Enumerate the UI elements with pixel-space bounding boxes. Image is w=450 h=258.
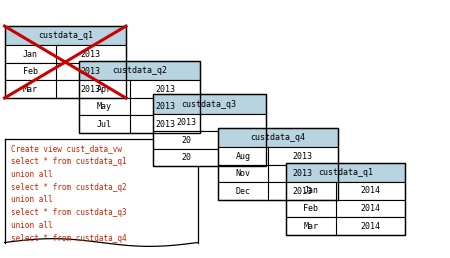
Text: 20: 20: [182, 136, 192, 144]
Text: custdata_q3: custdata_q3: [182, 100, 237, 109]
Bar: [286, 200, 405, 217]
Bar: [218, 128, 338, 147]
Text: 2013: 2013: [155, 85, 175, 93]
Bar: [286, 163, 405, 182]
Text: 2014: 2014: [360, 187, 380, 195]
Bar: [79, 98, 200, 115]
Text: 2013: 2013: [81, 50, 101, 59]
Bar: [153, 114, 266, 131]
Text: custdata_q4: custdata_q4: [250, 133, 306, 142]
Bar: [4, 26, 126, 45]
Text: 2013: 2013: [293, 152, 313, 160]
Text: Aug: Aug: [236, 152, 251, 160]
Bar: [4, 139, 198, 243]
Bar: [286, 163, 405, 235]
Text: Feb: Feb: [22, 67, 37, 76]
Bar: [218, 182, 338, 200]
Bar: [286, 182, 405, 200]
Bar: [79, 115, 200, 133]
Bar: [79, 61, 200, 133]
Text: 20: 20: [182, 153, 192, 162]
Text: 2013: 2013: [293, 187, 313, 196]
Bar: [4, 63, 126, 80]
Text: Mar: Mar: [303, 222, 318, 230]
Text: 2014: 2014: [360, 222, 380, 230]
Text: custdata_q2: custdata_q2: [112, 66, 167, 75]
Text: Jan: Jan: [303, 187, 318, 195]
Text: Jul: Jul: [97, 120, 112, 128]
Text: Create view cust_data_vw
select * from custdata_q1
union all
select * from custd: Create view cust_data_vw select * from c…: [11, 144, 127, 243]
Bar: [153, 131, 266, 149]
Text: 2013: 2013: [155, 120, 175, 128]
Text: 2013: 2013: [81, 67, 101, 76]
Bar: [153, 149, 266, 166]
Text: Nov: Nov: [236, 169, 251, 178]
Bar: [79, 61, 200, 80]
Text: Jan: Jan: [22, 50, 37, 59]
Text: 2013: 2013: [177, 118, 197, 127]
Text: 2013: 2013: [81, 85, 101, 94]
Bar: [218, 147, 338, 165]
Bar: [79, 80, 200, 98]
Text: Dec: Dec: [236, 187, 251, 196]
Text: May: May: [97, 102, 112, 111]
Bar: [218, 128, 338, 200]
Bar: [218, 165, 338, 182]
Text: Apr: Apr: [97, 85, 112, 93]
Bar: [153, 94, 266, 114]
Bar: [286, 217, 405, 235]
Bar: [4, 80, 126, 98]
Bar: [4, 26, 126, 98]
Text: 2013: 2013: [155, 102, 175, 111]
Text: Mar: Mar: [22, 85, 37, 94]
Text: 2014: 2014: [360, 204, 380, 213]
Text: 2013: 2013: [293, 169, 313, 178]
Text: custdata_q1: custdata_q1: [38, 31, 93, 40]
Text: Feb: Feb: [303, 204, 318, 213]
Bar: [153, 94, 266, 166]
Bar: [4, 45, 126, 63]
Text: custdata_q1: custdata_q1: [318, 168, 373, 177]
